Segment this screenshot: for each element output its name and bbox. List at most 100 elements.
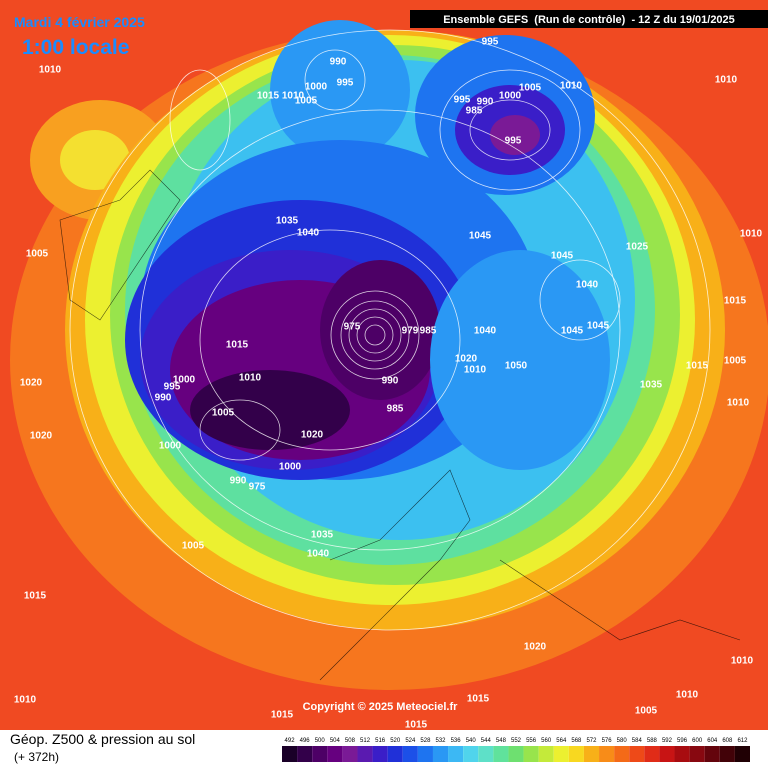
- scale-swatch: [357, 746, 373, 762]
- scale-swatch: [704, 746, 720, 762]
- scale-swatch: [432, 746, 449, 762]
- scale-label: 536: [451, 738, 462, 744]
- isobar-label: 1045: [551, 251, 574, 262]
- scale-swatch: [629, 746, 645, 762]
- field: [10, 20, 768, 690]
- footer-title: Géop. Z500 & pression au sol: [10, 731, 195, 747]
- isobar-label: 1020: [524, 642, 547, 653]
- scale-swatch: [387, 746, 403, 762]
- isobars: [69, 29, 711, 631]
- date: Mardi 4 février 2025: [14, 14, 145, 30]
- scale-label: 548: [496, 738, 507, 744]
- scale-swatch: [402, 746, 418, 762]
- isobar-label: 1000: [499, 91, 522, 102]
- isobar-label: 1000: [159, 441, 182, 452]
- isobar-label: 995: [454, 95, 471, 106]
- isobar-label: 1015: [724, 296, 747, 307]
- scale-swatch: [644, 746, 660, 762]
- scale-swatch: [734, 746, 750, 762]
- scale-label: 580: [617, 738, 628, 744]
- isobar-label: 1040: [307, 549, 330, 560]
- scale-swatch: [478, 746, 494, 762]
- scale-swatch: [719, 746, 735, 762]
- isobar-label: 990: [330, 57, 347, 68]
- scale-label: 568: [571, 738, 582, 744]
- isobar-label: 1010: [282, 91, 305, 102]
- scale-label: 504: [330, 738, 341, 744]
- isobar-label: 990: [155, 393, 172, 404]
- scale-swatch: [493, 746, 509, 762]
- scale-swatch: [417, 746, 433, 762]
- scale-label: 608: [722, 738, 733, 744]
- footer-lead: (+ 372h): [14, 750, 59, 764]
- scale-swatch: [342, 746, 358, 762]
- isobar-label: 985: [420, 326, 437, 337]
- scale-swatch: [568, 746, 584, 762]
- scale-label: 500: [315, 738, 326, 744]
- isobar-label: 1000: [305, 82, 328, 93]
- isobar-label: 995: [505, 136, 522, 147]
- isobar-label: 1045: [561, 326, 584, 337]
- isobar-label: 1005: [519, 83, 542, 94]
- isobar-label: 1050: [505, 361, 528, 372]
- scale-label: 592: [662, 738, 673, 744]
- isobar-label: 995: [164, 382, 181, 393]
- scale-label: 596: [677, 738, 688, 744]
- scale-label: 544: [481, 738, 492, 744]
- scale-swatch: [463, 746, 479, 762]
- run-info: Ensemble GEFS (Run de contrôle) - 12 Z d…: [443, 14, 735, 26]
- scale-label: 560: [541, 738, 552, 744]
- isobar-label: 1000: [173, 375, 196, 386]
- isobar-label: 995: [482, 37, 499, 48]
- isobar-label: 1040: [474, 326, 497, 337]
- isobar-label: 1035: [311, 530, 334, 541]
- scale-label: 604: [707, 738, 718, 744]
- isobar-label: 1010: [464, 365, 487, 376]
- scale-swatch: [508, 746, 524, 762]
- isobar-label: 1005: [295, 96, 318, 107]
- isobar-label: 1005: [635, 706, 658, 717]
- isobar-label: 1010: [727, 398, 750, 409]
- isobar-label: 1005: [212, 408, 235, 419]
- scale-label: 576: [602, 738, 613, 744]
- isobar-label: 1015: [686, 361, 709, 372]
- isobar-label: 1015: [271, 710, 294, 721]
- scale-label: 496: [300, 738, 311, 744]
- scale-label: 508: [345, 738, 356, 744]
- isobar-label: 1010: [676, 690, 699, 701]
- isobar-label: 1015: [257, 91, 280, 102]
- isobar-label: 1035: [276, 216, 299, 227]
- scale-swatch: [327, 746, 343, 762]
- scale-label: 552: [511, 738, 522, 744]
- isobar-label: 1010: [14, 695, 37, 706]
- scale-label: 600: [692, 738, 703, 744]
- isobar-label: 979: [402, 326, 419, 337]
- scale-label: 540: [466, 738, 477, 744]
- scale-label: 532: [436, 738, 447, 744]
- isobar-label: 975: [344, 322, 361, 333]
- scale-label: 556: [526, 738, 537, 744]
- scale-swatch: [372, 746, 388, 762]
- isobar-label: 985: [387, 404, 404, 415]
- scale-swatch: [674, 746, 690, 762]
- scale-swatch: [448, 746, 464, 762]
- scale-label: 520: [390, 738, 401, 744]
- scale-swatch: [538, 746, 554, 762]
- isobar-label: 1005: [26, 249, 49, 260]
- isobar-label: 990: [230, 476, 247, 487]
- scale-swatch: [659, 746, 675, 762]
- isobar-label: 1015: [24, 591, 47, 602]
- isobar-label: 1040: [297, 228, 320, 239]
- isobar-label: 1010: [239, 373, 262, 384]
- scale-swatch: [282, 746, 298, 762]
- scale-swatch: [312, 746, 328, 762]
- scale-label: 524: [405, 738, 416, 744]
- isobar-label: 1020: [20, 378, 43, 389]
- isobar-label: 985: [466, 106, 483, 117]
- isobar-label: 1005: [724, 356, 747, 367]
- scale-label: 588: [647, 738, 658, 744]
- isobar-label: 1010: [731, 656, 754, 667]
- isobar-label: 990: [382, 376, 399, 387]
- isobar-label: 990: [477, 97, 494, 108]
